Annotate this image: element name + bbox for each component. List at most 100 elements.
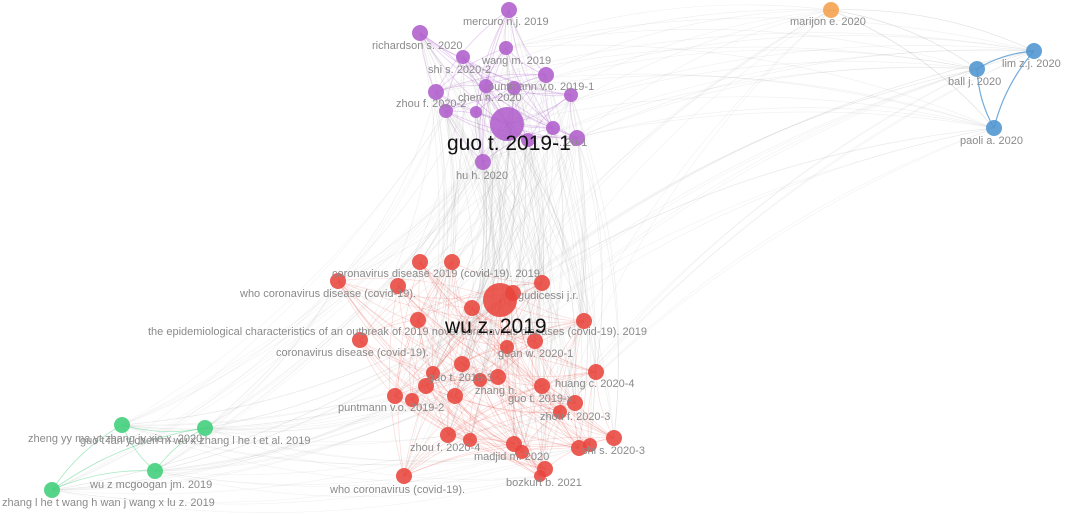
- node-ball[interactable]: [969, 61, 985, 77]
- node-r27[interactable]: [571, 440, 587, 456]
- node-r15[interactable]: [490, 369, 506, 385]
- node-zhou4[interactable]: [463, 433, 477, 447]
- node-g4[interactable]: [44, 482, 60, 498]
- node-r2[interactable]: [444, 254, 460, 270]
- node-cd2019[interactable]: [412, 254, 428, 270]
- node-guo3[interactable]: [426, 366, 440, 380]
- network-edge: [432, 139, 529, 374]
- network-edge: [445, 110, 514, 294]
- node-hu[interactable]: [475, 154, 491, 170]
- node-r16[interactable]: [588, 364, 604, 380]
- network-edge: [512, 139, 532, 294]
- node-lim[interactable]: [1026, 43, 1042, 59]
- network-edge: [204, 161, 484, 429]
- network-edge: [471, 307, 597, 373]
- network-edge: [419, 32, 455, 263]
- node-g1[interactable]: [114, 417, 130, 433]
- network-edge: [830, 9, 978, 70]
- node-epi[interactable]: [410, 312, 426, 328]
- node-r3[interactable]: [330, 273, 346, 289]
- node-g3[interactable]: [147, 463, 163, 479]
- network-edge: [471, 307, 576, 404]
- network-edge: [534, 340, 615, 439]
- network-edge: [411, 9, 510, 401]
- node-cd[interactable]: [352, 332, 368, 348]
- network-edge: [411, 91, 445, 401]
- node-zhou2[interactable]: [428, 84, 444, 100]
- network-edge: [506, 346, 561, 413]
- node-r10[interactable]: [527, 333, 543, 349]
- network-edge: [499, 9, 832, 301]
- node-guox[interactable]: [567, 395, 583, 411]
- node-p8[interactable]: [439, 104, 453, 118]
- node-r21[interactable]: [447, 388, 463, 404]
- network-edge: [545, 74, 596, 446]
- network-edge: [432, 372, 546, 470]
- node-wang[interactable]: [499, 41, 513, 55]
- node-r28[interactable]: [606, 430, 622, 446]
- node-r9[interactable]: [576, 313, 592, 329]
- node-guan[interactable]: [500, 340, 514, 354]
- node-richardson[interactable]: [412, 25, 428, 41]
- node-p6[interactable]: [564, 88, 578, 102]
- network-edge: [508, 9, 592, 446]
- node-shi3[interactable]: [583, 438, 597, 452]
- node-zhangh[interactable]: [473, 373, 487, 387]
- node-marijon[interactable]: [823, 2, 839, 18]
- network-edge: [545, 74, 589, 449]
- node-p12[interactable]: [521, 133, 535, 147]
- node-x1[interactable]: [569, 130, 585, 146]
- node-paoli[interactable]: [986, 120, 1002, 136]
- network-edge: [51, 411, 561, 495]
- node-shi2[interactable]: [456, 50, 470, 64]
- network-edge: [993, 50, 1035, 129]
- node-zhou3[interactable]: [553, 405, 567, 419]
- node-r13[interactable]: [454, 356, 470, 372]
- network-edge: [559, 127, 995, 413]
- network-edge: [541, 74, 564, 387]
- network-edge: [337, 9, 510, 282]
- network-edge: [411, 261, 453, 401]
- network-edge: [425, 385, 561, 413]
- network-edge: [505, 47, 545, 284]
- node-bozkurt[interactable]: [534, 470, 546, 482]
- node-p3[interactable]: [538, 67, 554, 83]
- label-mercuro: mercuro n.j. 2019: [463, 16, 549, 28]
- node-g2[interactable]: [197, 420, 213, 436]
- node-r5[interactable]: [534, 275, 550, 291]
- node-chen[interactable]: [479, 79, 493, 93]
- label-lim: lim z.j. 2020: [1002, 58, 1061, 70]
- network-edge: [419, 161, 484, 263]
- network-edge: [51, 447, 580, 505]
- node-mercuro[interactable]: [501, 2, 517, 18]
- network-edge: [432, 372, 515, 445]
- network-edge: [359, 9, 510, 341]
- network-edge: [451, 139, 529, 263]
- node-who2[interactable]: [396, 468, 412, 484]
- node-puntmann2[interactable]: [405, 393, 419, 407]
- network-edge: [499, 299, 580, 449]
- node-r20[interactable]: [387, 388, 403, 404]
- node-puntmann1[interactable]: [507, 81, 521, 95]
- node-p11[interactable]: [546, 121, 560, 135]
- node-guo1[interactable]: [490, 107, 524, 141]
- network-edge: [154, 451, 523, 485]
- network-edge: [469, 282, 543, 441]
- node-who1[interactable]: [390, 278, 406, 294]
- network-edge: [499, 137, 578, 301]
- label-cd: coronavirus disease (covid-19).: [276, 347, 429, 359]
- node-huang4[interactable]: [534, 378, 550, 394]
- network-edge: [506, 123, 562, 413]
- network-edge: [499, 50, 1035, 301]
- network-edge: [559, 320, 585, 413]
- node-p9[interactable]: [470, 106, 482, 118]
- node-r18[interactable]: [418, 378, 434, 394]
- network-edge: [154, 292, 514, 472]
- node-r7[interactable]: [464, 300, 480, 316]
- node-r25[interactable]: [440, 427, 456, 443]
- network-edge: [475, 9, 510, 113]
- node-madjid[interactable]: [515, 445, 529, 459]
- network-edge: [435, 47, 507, 93]
- node-gudicessi[interactable]: [505, 285, 521, 301]
- network-edge: [445, 110, 515, 445]
